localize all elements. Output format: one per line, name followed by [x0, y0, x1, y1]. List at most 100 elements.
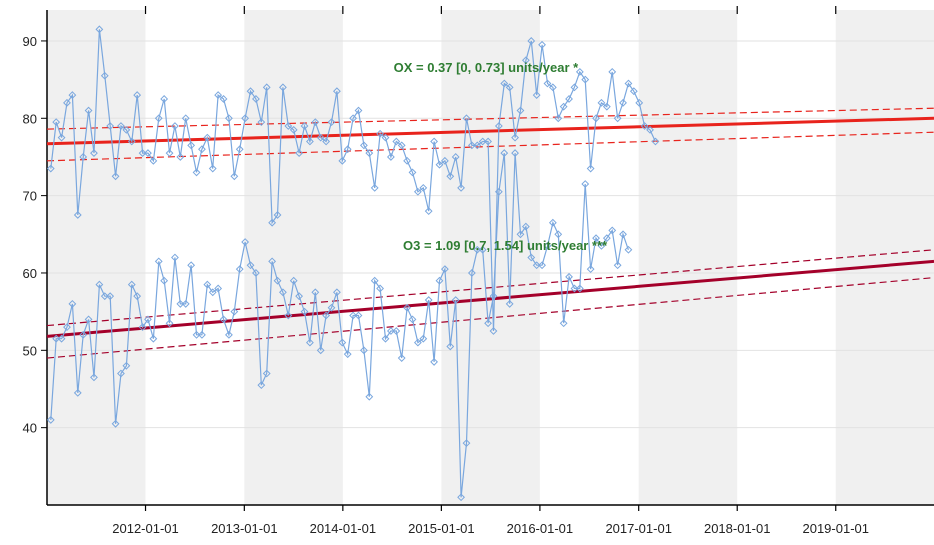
- data-point: [538, 261, 546, 270]
- data-point: [608, 226, 617, 235]
- data-point: [214, 284, 223, 293]
- data-point: [457, 183, 465, 192]
- data-point: [440, 265, 449, 274]
- data-point: [52, 118, 61, 127]
- data-point: [646, 125, 654, 134]
- data-point: [246, 261, 255, 270]
- data-point: [219, 95, 228, 103]
- data-point: [359, 346, 368, 355]
- data-point: [198, 145, 206, 154]
- data-point: [451, 296, 460, 304]
- data-point: [386, 327, 395, 335]
- data-point: [521, 56, 530, 65]
- data-point: [613, 114, 622, 123]
- data-point: [613, 261, 622, 270]
- data-point: [343, 145, 352, 154]
- data-point: [235, 145, 244, 154]
- data-point: [262, 83, 271, 92]
- data-point: [602, 234, 611, 243]
- data-point: [570, 284, 579, 293]
- data-point: [122, 361, 131, 370]
- data-point: [446, 172, 455, 181]
- x-tick-label: 2012-01-01: [112, 521, 179, 536]
- data-point: [554, 114, 563, 123]
- data-point: [257, 381, 266, 390]
- x-tick-label: 2013-01-01: [211, 521, 278, 536]
- data-point: [241, 114, 250, 123]
- data-point: [306, 338, 314, 347]
- data-point: [403, 303, 411, 312]
- x-tick-label: 2019-01-01: [802, 521, 869, 536]
- data-point: [608, 67, 617, 76]
- trend-line: [46, 259, 934, 338]
- year-band: [835, 10, 934, 505]
- data-point: [306, 137, 314, 146]
- data-point: [619, 230, 627, 239]
- data-point: [311, 288, 320, 297]
- data-point: [106, 292, 115, 301]
- data-point: [154, 257, 163, 266]
- data-point: [316, 346, 325, 355]
- data-point: [370, 276, 379, 285]
- data-point: [592, 114, 600, 123]
- data-point: [575, 284, 584, 293]
- data-point: [149, 156, 158, 165]
- data-point: [192, 330, 201, 339]
- data-point: [457, 493, 465, 502]
- data-point: [381, 133, 390, 142]
- data-point: [111, 419, 120, 428]
- data-point: [559, 102, 568, 111]
- data-point: [214, 91, 223, 99]
- year-band: [441, 10, 540, 505]
- data-point: [527, 37, 536, 45]
- data-point: [295, 149, 304, 157]
- data-point: [171, 253, 179, 262]
- data-point: [440, 156, 449, 165]
- data-point: [268, 257, 277, 266]
- data-point: [284, 122, 293, 130]
- data-point: [144, 315, 152, 324]
- data-point: [516, 106, 525, 115]
- data-point: [451, 153, 460, 161]
- data-point: [122, 125, 131, 134]
- data-point: [527, 253, 536, 262]
- data-point: [349, 114, 358, 123]
- y-tick-label: 60: [23, 266, 37, 281]
- data-point: [73, 388, 82, 397]
- data-point: [165, 319, 174, 328]
- data-point: [419, 334, 428, 343]
- data-point: [343, 350, 352, 359]
- data-point: [171, 122, 179, 130]
- data-point: [160, 95, 169, 103]
- data-point: [354, 311, 363, 320]
- trend-lower-bound: [46, 131, 934, 162]
- data-point: [543, 241, 552, 250]
- data-point: [73, 211, 82, 219]
- y-tick-label: 70: [23, 189, 37, 204]
- data-point: [160, 276, 169, 285]
- trend-annotation: O3 = 1.09 [0.7, 1.54] units/year ***: [403, 238, 608, 253]
- data-point: [338, 156, 347, 165]
- data-point: [333, 288, 341, 297]
- data-point: [381, 334, 390, 343]
- data-point: [327, 303, 336, 312]
- data-point: [565, 95, 573, 103]
- data-point: [597, 241, 606, 250]
- data-point: [559, 319, 568, 328]
- y-tick-label: 40: [23, 421, 37, 436]
- data-point: [494, 122, 503, 130]
- x-tick-label: 2014-01-01: [310, 521, 377, 536]
- data-point: [57, 334, 66, 343]
- data-point: [521, 222, 530, 231]
- data-point: [349, 311, 358, 320]
- data-point: [203, 133, 212, 142]
- data-point: [581, 75, 590, 84]
- data-point: [111, 172, 120, 181]
- data-point: [640, 122, 649, 130]
- data-point: [79, 330, 88, 339]
- data-point: [624, 79, 633, 88]
- data-point: [176, 299, 185, 308]
- data-point: [597, 98, 606, 107]
- y-tick-label: 80: [23, 111, 37, 126]
- year-band: [47, 10, 146, 505]
